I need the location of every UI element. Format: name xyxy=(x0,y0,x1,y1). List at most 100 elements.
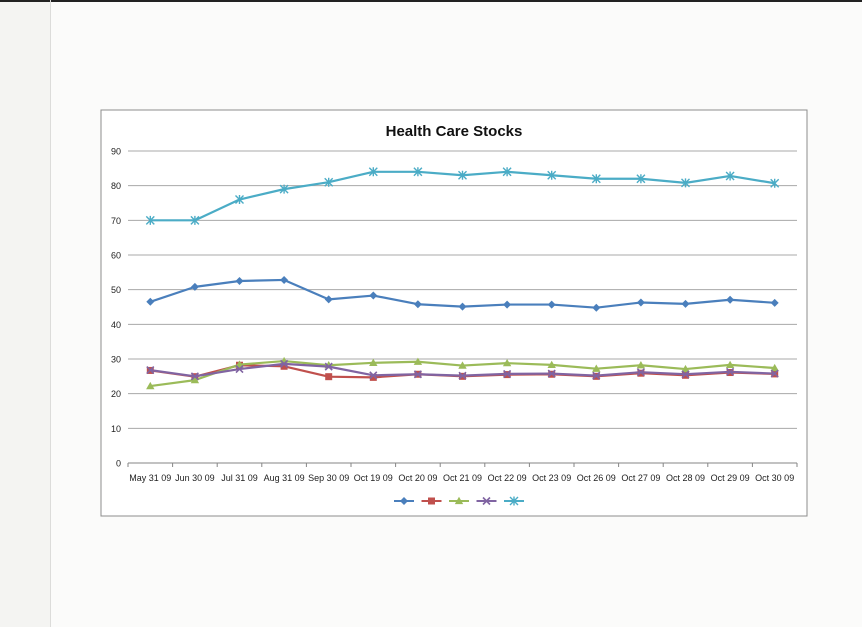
chart-title: Health Care Stocks xyxy=(386,123,523,140)
x-tick-label: Oct 26 09 xyxy=(577,473,616,483)
data-point xyxy=(428,497,435,505)
series-1 xyxy=(146,275,779,312)
data-point xyxy=(146,297,155,306)
series-group xyxy=(145,167,780,390)
data-point xyxy=(482,496,491,506)
data-point xyxy=(636,361,646,369)
data-point xyxy=(770,369,779,378)
legend-item-5 xyxy=(504,496,524,506)
data-point xyxy=(547,360,556,369)
data-point xyxy=(770,178,780,188)
data-point xyxy=(458,361,467,369)
data-point xyxy=(547,170,557,180)
y-tick-label: 10 xyxy=(111,424,121,434)
data-point xyxy=(636,298,645,307)
x-tick-label: Oct 23 09 xyxy=(532,473,571,483)
data-point xyxy=(400,497,408,505)
data-point xyxy=(725,171,735,181)
x-tick-label: Oct 22 09 xyxy=(488,473,527,483)
legend-item-4 xyxy=(476,496,497,506)
scan-edge xyxy=(0,0,862,2)
data-point xyxy=(146,381,155,390)
x-tick-label: Oct 21 09 xyxy=(443,473,482,483)
x-tick-label: Oct 20 09 xyxy=(398,473,437,483)
data-point xyxy=(502,167,512,177)
y-tick-label: 90 xyxy=(111,147,121,157)
data-point xyxy=(592,371,601,380)
data-point xyxy=(280,359,289,368)
series-4 xyxy=(146,359,779,381)
data-point xyxy=(770,363,779,372)
data-point xyxy=(726,367,735,376)
data-point xyxy=(592,364,601,372)
data-point xyxy=(681,299,690,308)
data-point xyxy=(369,371,378,380)
data-point xyxy=(681,364,690,373)
x-tick-label: Oct 30 09 xyxy=(755,473,794,483)
y-tick-label: 70 xyxy=(111,216,121,226)
data-point xyxy=(458,371,467,380)
x-tick-label: Oct 28 09 xyxy=(666,473,705,483)
chart-frame xyxy=(100,109,808,517)
data-point xyxy=(681,178,690,188)
data-point xyxy=(413,300,422,309)
data-point xyxy=(190,215,200,225)
data-point xyxy=(726,295,735,304)
data-point xyxy=(235,277,244,285)
data-point xyxy=(324,362,333,371)
data-point xyxy=(280,275,289,284)
data-point xyxy=(279,184,289,194)
series-5 xyxy=(145,167,780,225)
data-point xyxy=(636,174,646,184)
data-point xyxy=(725,360,735,369)
x-axis: May 31 09 Jun 30 09 Jul 31 09 Aug 31 09 Sep … xyxy=(127,463,798,483)
data-point xyxy=(591,174,601,184)
data-point xyxy=(146,366,155,375)
data-point xyxy=(280,362,288,370)
y-tick-label: 50 xyxy=(111,285,121,295)
data-point xyxy=(770,298,779,307)
data-point xyxy=(369,358,378,366)
data-point xyxy=(509,496,519,506)
data-point xyxy=(235,195,244,205)
y-tick-label: 40 xyxy=(111,320,121,330)
data-point xyxy=(369,291,378,300)
legend-item-1 xyxy=(394,497,414,505)
data-point xyxy=(145,215,155,225)
data-point xyxy=(681,370,690,379)
data-point xyxy=(458,302,467,311)
x-tick-label: Jul 31 09 xyxy=(221,473,258,483)
data-point xyxy=(190,375,200,384)
legend-item-3 xyxy=(449,496,469,505)
x-tick-label: May 31 09 xyxy=(129,473,171,483)
data-point xyxy=(324,177,334,187)
data-point xyxy=(324,295,333,304)
data-point xyxy=(454,496,464,505)
data-point xyxy=(503,300,512,309)
y-tick-label: 30 xyxy=(111,355,121,365)
y-tick-label: 20 xyxy=(111,389,121,399)
x-tick-label: Jun 30 09 xyxy=(175,473,215,483)
x-tick-label: Oct 19 09 xyxy=(354,473,393,483)
x-tick-label: Oct 27 09 xyxy=(621,473,660,483)
legend xyxy=(394,496,524,506)
data-point xyxy=(636,368,645,377)
data-point xyxy=(413,357,423,365)
legend-item-2 xyxy=(421,497,442,505)
data-point xyxy=(190,282,199,291)
x-tick-label: Oct 29 09 xyxy=(711,473,750,483)
data-point xyxy=(547,369,556,378)
data-point xyxy=(368,167,378,177)
scan-margin-line xyxy=(50,0,51,627)
data-point xyxy=(502,358,512,367)
data-point xyxy=(503,369,512,378)
y-tick-label: 60 xyxy=(111,251,121,261)
data-point xyxy=(413,370,422,379)
y-tick-label: 0 xyxy=(116,459,121,469)
y-axis: 0 10 20 30 40 50 60 70 80 90 xyxy=(111,147,121,469)
y-tick-label: 80 xyxy=(111,181,121,191)
data-point xyxy=(235,364,244,374)
data-point xyxy=(413,167,423,177)
data-point xyxy=(369,373,377,381)
